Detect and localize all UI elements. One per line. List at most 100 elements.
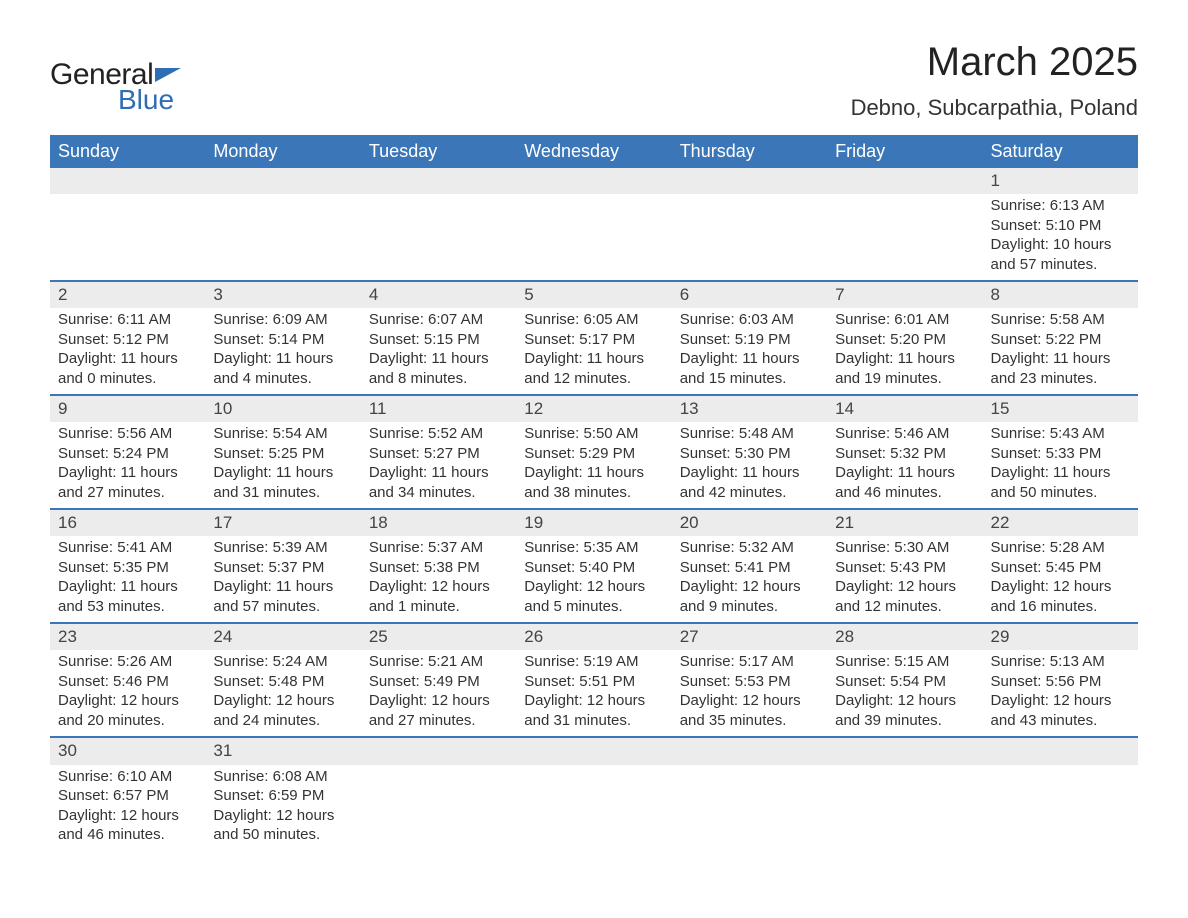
- day-detail-cell: Sunrise: 5:15 AMSunset: 5:54 PMDaylight:…: [827, 650, 982, 737]
- day-number-cell: 24: [205, 623, 360, 650]
- day-number-cell: 29: [983, 623, 1138, 650]
- day-detail-cell: Sunrise: 5:56 AMSunset: 5:24 PMDaylight:…: [50, 422, 205, 509]
- sunrise-text: Sunrise: 5:41 AM: [58, 538, 197, 558]
- sunrise-text: Sunrise: 5:17 AM: [680, 652, 819, 672]
- day-number-cell: 11: [361, 395, 516, 422]
- header: General Blue March 2025 Debno, Subcarpat…: [50, 40, 1138, 121]
- day-detail-cell: Sunrise: 5:21 AMSunset: 5:49 PMDaylight:…: [361, 650, 516, 737]
- day-number-cell: 17: [205, 509, 360, 536]
- daylight-text: Daylight: 11 hours and 12 minutes.: [524, 349, 663, 388]
- day-detail-cell: Sunrise: 5:54 AMSunset: 5:25 PMDaylight:…: [205, 422, 360, 509]
- day-number-cell: [672, 168, 827, 194]
- day-number-cell: 9: [50, 395, 205, 422]
- daylight-text: Daylight: 11 hours and 8 minutes.: [369, 349, 508, 388]
- day-detail-cell: Sunrise: 6:05 AMSunset: 5:17 PMDaylight:…: [516, 308, 671, 395]
- day-detail-cell: [361, 765, 516, 851]
- sunset-text: Sunset: 5:17 PM: [524, 330, 663, 350]
- day-number-cell: 6: [672, 281, 827, 308]
- sunrise-text: Sunrise: 5:28 AM: [991, 538, 1130, 558]
- day-detail-cell: Sunrise: 5:19 AMSunset: 5:51 PMDaylight:…: [516, 650, 671, 737]
- day-detail-cell: [672, 194, 827, 281]
- calendar-detail-row: Sunrise: 6:13 AMSunset: 5:10 PMDaylight:…: [50, 194, 1138, 281]
- daylight-text: Daylight: 11 hours and 34 minutes.: [369, 463, 508, 502]
- sunrise-text: Sunrise: 5:24 AM: [213, 652, 352, 672]
- sunrise-text: Sunrise: 5:37 AM: [369, 538, 508, 558]
- day-number-cell: [516, 168, 671, 194]
- day-detail-cell: Sunrise: 5:58 AMSunset: 5:22 PMDaylight:…: [983, 308, 1138, 395]
- sunrise-text: Sunrise: 5:52 AM: [369, 424, 508, 444]
- day-number-cell: [516, 737, 671, 764]
- sunset-text: Sunset: 5:41 PM: [680, 558, 819, 578]
- sunset-text: Sunset: 5:30 PM: [680, 444, 819, 464]
- calendar-detail-row: Sunrise: 6:10 AMSunset: 6:57 PM Daylight:…: [50, 765, 1138, 851]
- calendar-daynum-row: 9101112131415: [50, 395, 1138, 422]
- day-detail-cell: Sunrise: 5:50 AMSunset: 5:29 PMDaylight:…: [516, 422, 671, 509]
- day-detail-cell: Sunrise: 6:07 AMSunset: 5:15 PMDaylight:…: [361, 308, 516, 395]
- day-number-cell: 1: [983, 168, 1138, 194]
- sunrise-text: Sunrise: 6:03 AM: [680, 310, 819, 330]
- day-number-cell: 2: [50, 281, 205, 308]
- sunrise-text: Sunrise: 5:43 AM: [991, 424, 1130, 444]
- sunset-text: Sunset: 5:33 PM: [991, 444, 1130, 464]
- daylight-text: Daylight: 11 hours and 46 minutes.: [835, 463, 974, 502]
- calendar-daynum-row: 3031: [50, 737, 1138, 764]
- daylight-text: Daylight: 11 hours and 15 minutes.: [680, 349, 819, 388]
- calendar-column-header: Wednesday: [516, 135, 671, 168]
- day-number-cell: 22: [983, 509, 1138, 536]
- day-detail-cell: [827, 194, 982, 281]
- sunrise-text: Sunrise: 6:11 AM: [58, 310, 197, 330]
- daylight-text: Daylight: 11 hours and 38 minutes.: [524, 463, 663, 502]
- sunrise-text: Sunrise: 5:46 AM: [835, 424, 974, 444]
- day-number-cell: 28: [827, 623, 982, 650]
- sunrise-text: Sunrise: 5:19 AM: [524, 652, 663, 672]
- sunrise-text: Sunrise: 6:09 AM: [213, 310, 352, 330]
- daylight-text: Daylight: 12 hours and 24 minutes.: [213, 691, 352, 730]
- day-number-cell: [50, 168, 205, 194]
- day-detail-cell: [516, 194, 671, 281]
- sunrise-text: Sunrise: 5:56 AM: [58, 424, 197, 444]
- sunrise-text: Sunrise: 6:10 AM: [58, 767, 197, 787]
- day-number-cell: 16: [50, 509, 205, 536]
- sunset-text: Sunset: 5:25 PM: [213, 444, 352, 464]
- daylight-text: Daylight: 12 hours and 5 minutes.: [524, 577, 663, 616]
- calendar-column-header: Saturday: [983, 135, 1138, 168]
- daylight-text: Daylight: 12 hours and 1 minute.: [369, 577, 508, 616]
- page-title: March 2025: [851, 40, 1138, 85]
- sunrise-text: Sunrise: 5:50 AM: [524, 424, 663, 444]
- day-number-cell: 13: [672, 395, 827, 422]
- day-number-cell: 19: [516, 509, 671, 536]
- location-subtitle: Debno, Subcarpathia, Poland: [851, 95, 1138, 121]
- day-detail-cell: Sunrise: 5:48 AMSunset: 5:30 PMDaylight:…: [672, 422, 827, 509]
- day-number-cell: 21: [827, 509, 982, 536]
- daylight-text: Daylight: 12 hours and 50 minutes.: [213, 806, 352, 845]
- day-detail-cell: Sunrise: 5:24 AMSunset: 5:48 PMDaylight:…: [205, 650, 360, 737]
- daylight-text: Daylight: 12 hours and 35 minutes.: [680, 691, 819, 730]
- sunrise-text: Sunrise: 5:54 AM: [213, 424, 352, 444]
- day-detail-cell: Sunrise: 5:35 AMSunset: 5:40 PMDaylight:…: [516, 536, 671, 623]
- daylight-text: Daylight: 12 hours and 12 minutes.: [835, 577, 974, 616]
- calendar-daynum-row: 16171819202122: [50, 509, 1138, 536]
- calendar-detail-row: Sunrise: 5:26 AMSunset: 5:46 PMDaylight:…: [50, 650, 1138, 737]
- day-number-cell: [672, 737, 827, 764]
- day-detail-cell: Sunrise: 6:10 AMSunset: 6:57 PMDaylight:…: [50, 765, 205, 851]
- calendar-header-row: SundayMondayTuesdayWednesdayThursdayFrid…: [50, 135, 1138, 168]
- sunrise-text: Sunrise: 6:07 AM: [369, 310, 508, 330]
- sunset-text: Sunset: 5:37 PM: [213, 558, 352, 578]
- day-detail-cell: Sunrise: 6:03 AMSunset: 5:19 PMDaylight:…: [672, 308, 827, 395]
- day-detail-cell: [205, 194, 360, 281]
- sunrise-text: Sunrise: 6:08 AM: [213, 767, 352, 787]
- sunrise-text: Sunrise: 5:32 AM: [680, 538, 819, 558]
- day-number-cell: 31: [205, 737, 360, 764]
- day-detail-cell: Sunrise: 5:39 AMSunset: 5:37 PMDaylight:…: [205, 536, 360, 623]
- sunset-text: Sunset: 5:12 PM: [58, 330, 197, 350]
- daylight-text: Daylight: 11 hours and 57 minutes.: [213, 577, 352, 616]
- day-detail-cell: Sunrise: 5:13 AMSunset: 5:56 PMDaylight:…: [983, 650, 1138, 737]
- day-number-cell: 25: [361, 623, 516, 650]
- day-detail-cell: Sunrise: 6:13 AMSunset: 5:10 PMDaylight:…: [983, 194, 1138, 281]
- sunset-text: Sunset: 5:29 PM: [524, 444, 663, 464]
- calendar-detail-row: Sunrise: 5:56 AMSunset: 5:24 PMDaylight:…: [50, 422, 1138, 509]
- sunset-text: Sunset: 6:57 PM: [58, 786, 197, 806]
- day-number-cell: 8: [983, 281, 1138, 308]
- day-number-cell: 14: [827, 395, 982, 422]
- daylight-text: Daylight: 11 hours and 53 minutes.: [58, 577, 197, 616]
